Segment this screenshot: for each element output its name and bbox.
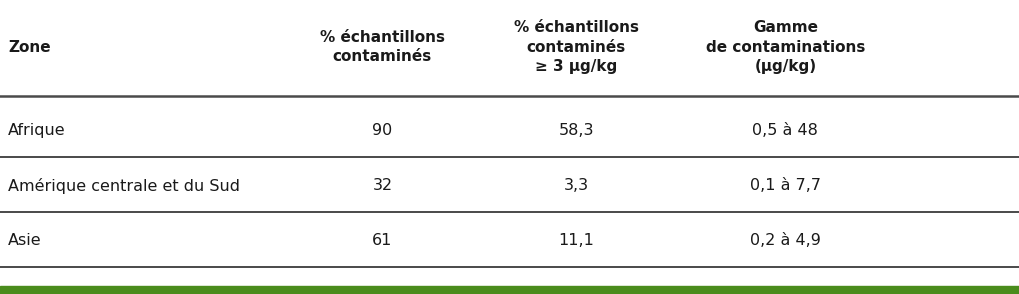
Text: % échantillons
contaminés
≥ 3 μg/kg: % échantillons contaminés ≥ 3 μg/kg <box>514 20 638 74</box>
Text: 32: 32 <box>372 178 392 193</box>
Text: 0,5 à 48: 0,5 à 48 <box>752 123 817 138</box>
Text: 11,1: 11,1 <box>557 233 594 248</box>
FancyBboxPatch shape <box>0 286 1019 294</box>
Text: Amérique centrale et du Sud: Amérique centrale et du Sud <box>8 178 239 194</box>
Text: Zone: Zone <box>8 39 51 55</box>
Text: Gamme
de contaminations
(μg/kg): Gamme de contaminations (μg/kg) <box>705 20 864 74</box>
Text: 61: 61 <box>372 233 392 248</box>
Text: 0,2 à 4,9: 0,2 à 4,9 <box>749 233 820 248</box>
Text: 0,1 à 7,7: 0,1 à 7,7 <box>749 178 820 193</box>
Text: Afrique: Afrique <box>8 123 65 138</box>
Text: 58,3: 58,3 <box>558 123 593 138</box>
Text: Asie: Asie <box>8 233 42 248</box>
Text: 90: 90 <box>372 123 392 138</box>
Text: % échantillons
contaminés: % échantillons contaminés <box>320 30 444 64</box>
Text: 3,3: 3,3 <box>564 178 588 193</box>
